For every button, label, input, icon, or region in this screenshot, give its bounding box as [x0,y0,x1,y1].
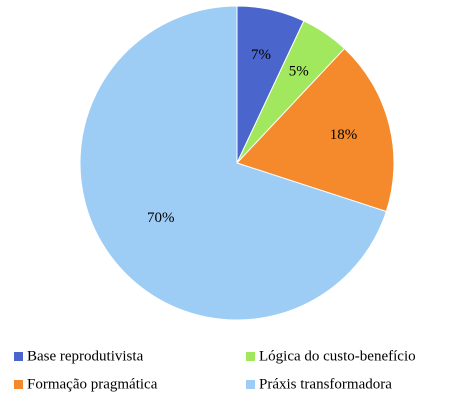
legend-label: Práxis transformadora [259,376,392,392]
legend-label: Base reprodutivista [27,348,144,364]
data-label: 7% [251,47,271,63]
legend-label: Formação pragmática [27,376,158,392]
legend-label: Lógica do custo-benefício [259,348,416,364]
legend-swatch [246,380,255,389]
legend-swatch [14,352,23,361]
pie-slice [236,47,395,213]
data-label: 18% [330,127,358,143]
data-label: 5% [289,64,309,80]
legend-swatch [14,380,23,389]
data-label: 70% [147,210,175,226]
legend-swatch [246,352,255,361]
pie-slice [79,5,387,321]
